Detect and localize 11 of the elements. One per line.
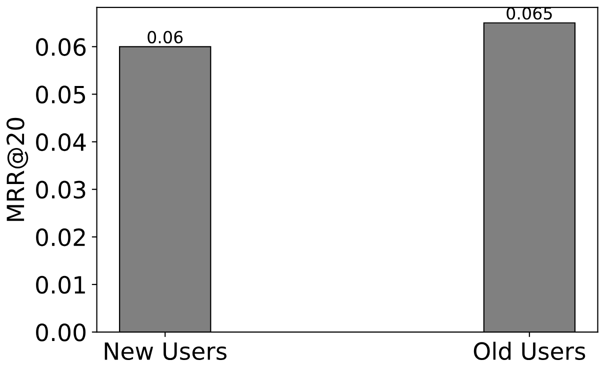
y-tick-label: 0.04 bbox=[36, 133, 86, 152]
y-tick-label: 0.02 bbox=[36, 228, 85, 246]
x-tick-label: New Users bbox=[104, 342, 227, 360]
y-tick-label: 0.00 bbox=[36, 323, 86, 342]
y-axis-title: MRR@20 bbox=[6, 118, 28, 221]
y-tick-label: 0.01 bbox=[36, 276, 85, 294]
y-tick-label: 0.06 bbox=[36, 38, 86, 56]
y-tick-label: 0.05 bbox=[36, 86, 86, 104]
y-tick-label: 0.03 bbox=[36, 180, 86, 199]
x-tick-label: Old Users bbox=[474, 342, 586, 360]
data-label: 0.06 bbox=[148, 30, 183, 44]
